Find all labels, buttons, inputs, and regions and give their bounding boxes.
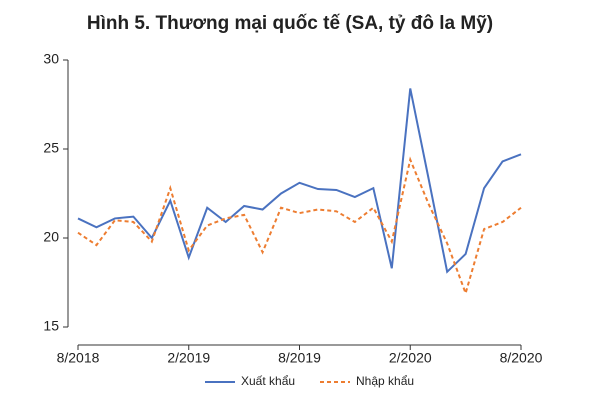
legend-label: Xuất khẩu (241, 374, 295, 388)
legend-label: Nhập khẩu (356, 374, 414, 388)
chart-title: Hình 5. Thương mại quốc tế (SA, tỷ đô la… (87, 13, 493, 34)
series-line (77, 88, 522, 274)
x-tick-label: 2/2019 (167, 350, 210, 366)
y-tick-label: 25 (43, 140, 59, 156)
y-tick-label: 15 (43, 318, 59, 334)
y-tick-label: 30 (43, 51, 59, 67)
x-tick-label: 8/2019 (278, 350, 321, 366)
x-tick-label: 8/2018 (57, 350, 100, 366)
y-tick-label: 20 (43, 229, 59, 245)
series-line (77, 156, 522, 297)
x-tick-label: 8/2020 (500, 350, 543, 366)
x-tick-label: 2/2020 (389, 350, 432, 366)
